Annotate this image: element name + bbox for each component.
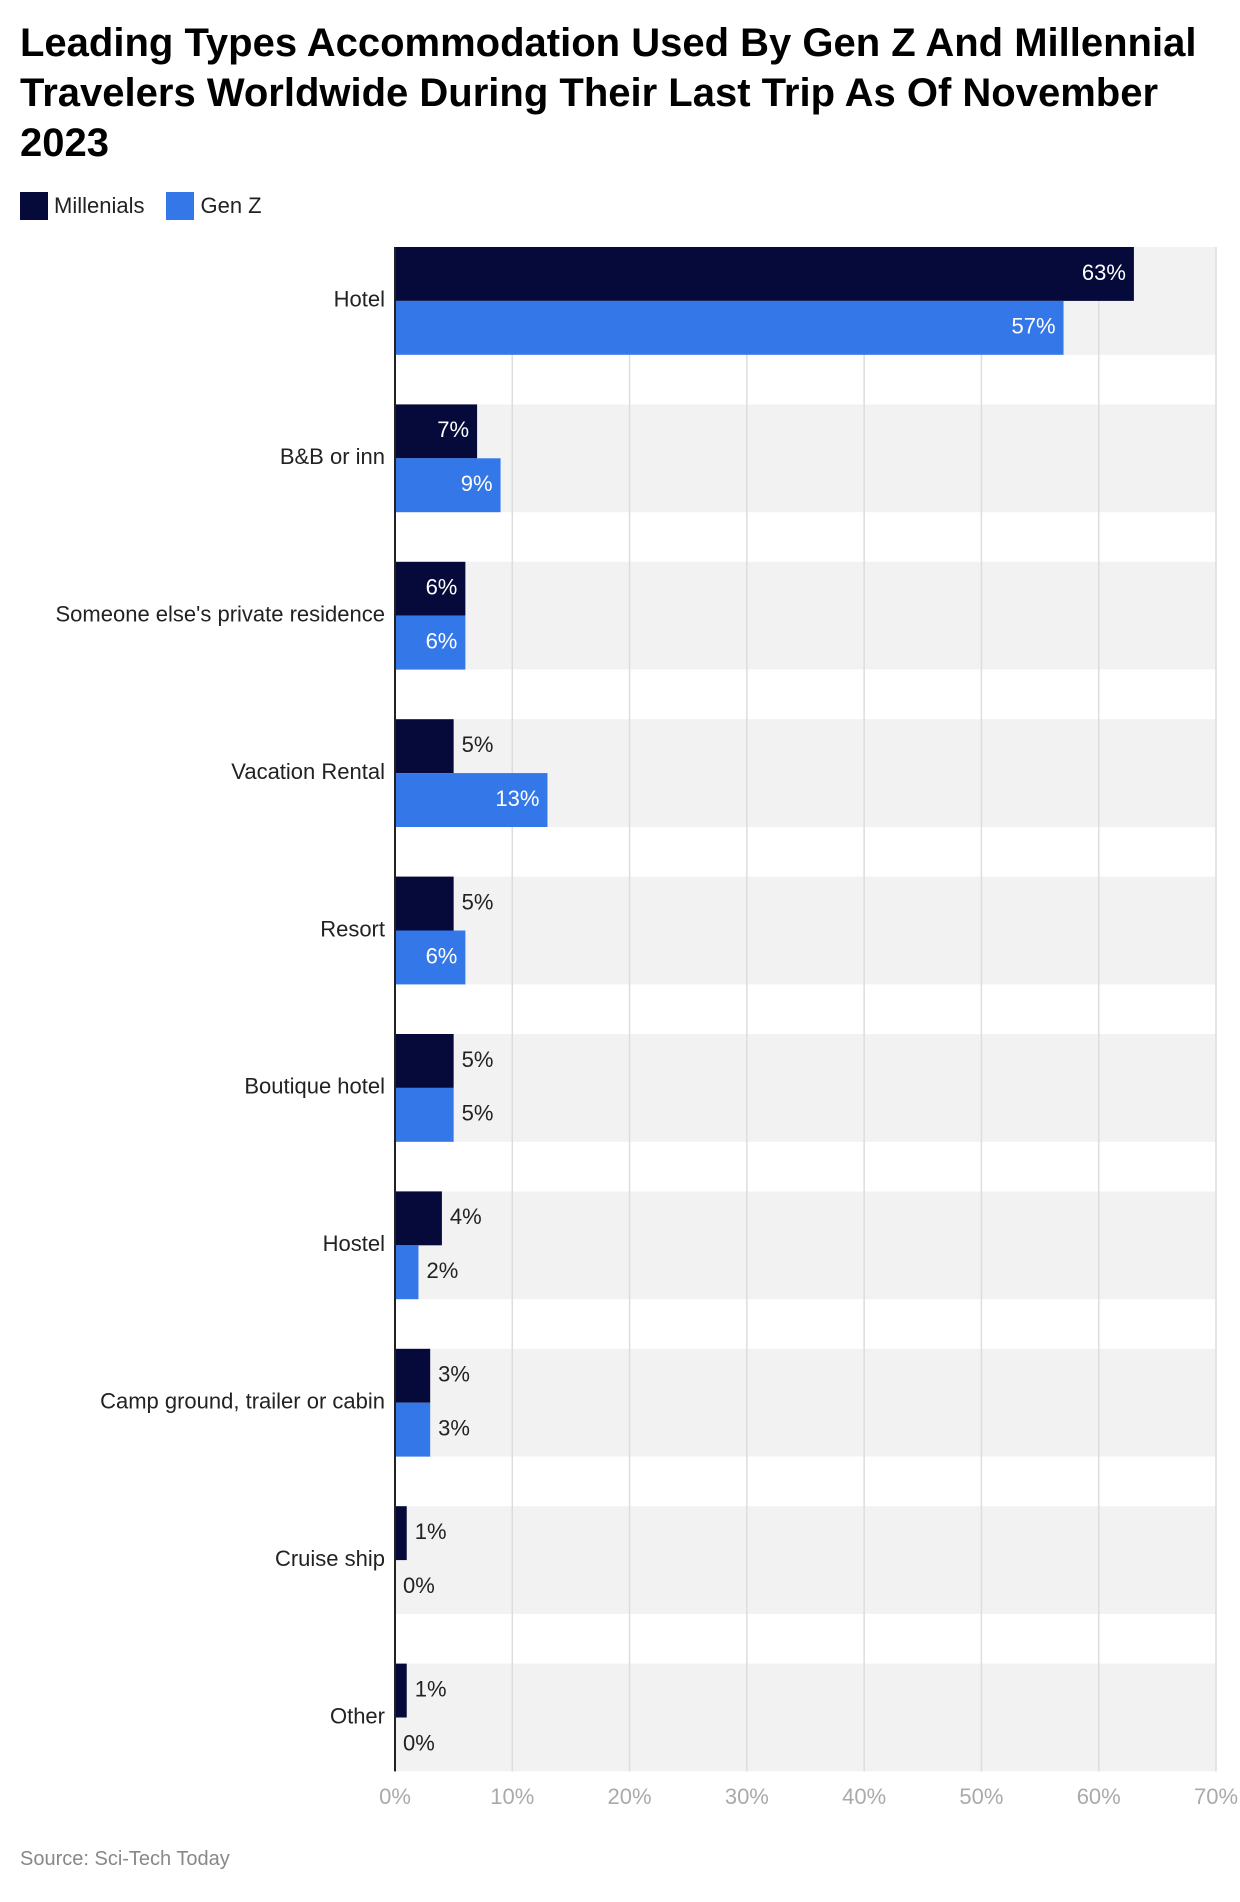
legend-label: Millenials xyxy=(54,193,145,218)
value-label: 3% xyxy=(438,1362,470,1387)
band xyxy=(395,1506,1216,1614)
x-tick-label: 0% xyxy=(379,1784,411,1809)
value-label: 6% xyxy=(426,575,458,600)
y-tick-label: Boutique hotel xyxy=(244,1074,385,1099)
band xyxy=(395,876,1216,985)
y-tick-label: Hostel xyxy=(323,1231,385,1256)
bar xyxy=(395,1191,442,1246)
legend-swatch xyxy=(20,192,48,220)
x-tick-label: 40% xyxy=(842,1784,886,1809)
value-label: 5% xyxy=(462,1101,494,1126)
y-tick-label: Hotel xyxy=(334,287,385,312)
bar xyxy=(395,876,454,931)
band xyxy=(395,1191,1216,1300)
legend-label: Gen Z xyxy=(200,193,262,218)
value-label: 0% xyxy=(403,1730,435,1755)
value-label: 6% xyxy=(426,943,458,968)
bar xyxy=(395,247,1134,301)
y-tick-label: Other xyxy=(330,1703,385,1728)
value-label: 7% xyxy=(437,417,469,442)
y-tick-label: Cruise ship xyxy=(275,1546,385,1571)
legend-item: Millenials xyxy=(20,192,144,220)
value-label: 57% xyxy=(1011,314,1055,339)
bar xyxy=(395,1506,407,1561)
legend-swatch xyxy=(166,192,195,220)
x-tick-label: 10% xyxy=(490,1784,534,1809)
bar xyxy=(395,404,478,459)
bar xyxy=(395,1402,431,1457)
value-label: 3% xyxy=(438,1415,470,1440)
value-label: 1% xyxy=(415,1676,447,1701)
value-label: 1% xyxy=(415,1519,447,1544)
value-label: 0% xyxy=(403,1573,435,1598)
value-label: 2% xyxy=(426,1258,458,1283)
value-label: 5% xyxy=(462,732,494,757)
x-tick-label: 30% xyxy=(725,1784,769,1809)
x-tick-label: 50% xyxy=(959,1784,1003,1809)
x-tick-label: 60% xyxy=(1077,1784,1121,1809)
bar xyxy=(395,1348,431,1403)
bar xyxy=(395,1245,419,1300)
band xyxy=(395,561,1216,670)
chart-title: Leading Types Accommodation Used By Gen … xyxy=(20,21,1197,165)
y-tick-label: Camp ground, trailer or cabin xyxy=(100,1389,385,1414)
value-label: 5% xyxy=(462,889,494,914)
bar xyxy=(395,719,454,774)
value-label: 63% xyxy=(1082,260,1126,285)
bar xyxy=(395,1663,407,1718)
bar xyxy=(395,930,466,985)
bar xyxy=(395,561,466,616)
legend-item: Gen Z xyxy=(166,192,262,220)
bar xyxy=(395,615,466,670)
band xyxy=(395,1034,1216,1142)
y-tick-label: Resort xyxy=(320,916,385,941)
source: Source: Sci-Tech Today xyxy=(20,1848,230,1870)
band xyxy=(395,404,1216,513)
band xyxy=(395,1663,1216,1772)
x-tick-label: 20% xyxy=(608,1784,652,1809)
band xyxy=(395,1348,1216,1457)
bar xyxy=(395,773,548,827)
y-tick-label: Vacation Rental xyxy=(231,759,385,784)
value-label: 4% xyxy=(450,1204,482,1229)
y-tick-label: B&B or inn xyxy=(280,444,385,469)
value-label: 13% xyxy=(495,786,539,811)
bar xyxy=(395,1087,454,1142)
value-label: 9% xyxy=(461,471,493,496)
value-label: 5% xyxy=(462,1047,494,1072)
value-label: 6% xyxy=(426,628,458,653)
bar xyxy=(395,300,1064,355)
y-tick-label: Someone else's private residence xyxy=(56,602,386,627)
x-tick-label: 70% xyxy=(1194,1784,1238,1809)
bar xyxy=(395,1034,454,1088)
bar xyxy=(395,458,501,513)
legend: Millenials Gen Z xyxy=(20,192,262,220)
